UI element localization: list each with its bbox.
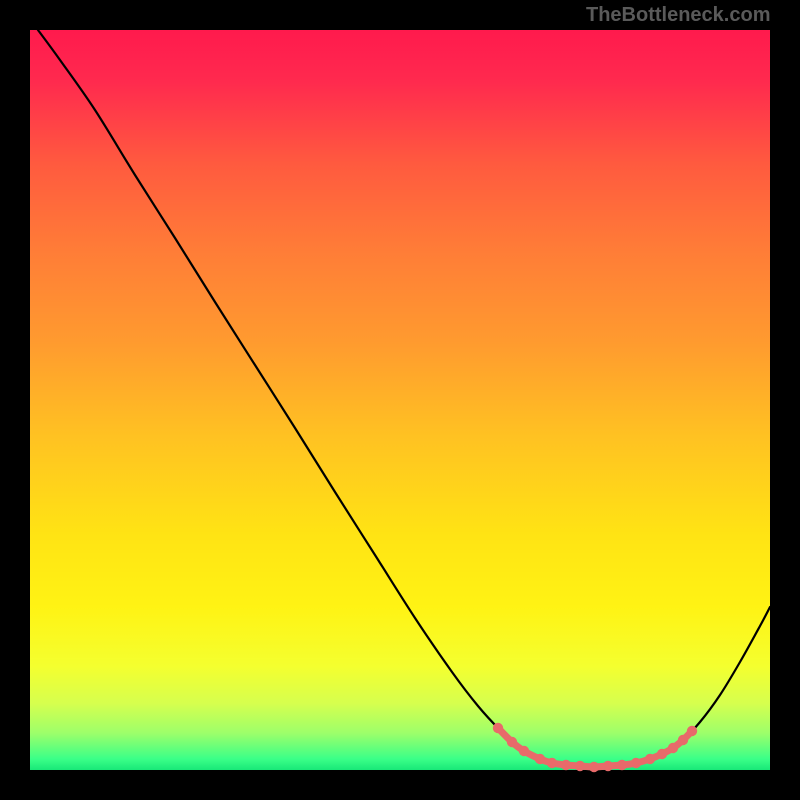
- optimal-marker: [519, 746, 529, 756]
- optimal-marker: [645, 754, 655, 764]
- plot-background: [30, 30, 770, 770]
- optimal-marker: [617, 760, 627, 770]
- optimal-marker: [507, 737, 517, 747]
- watermark-text: TheBottleneck.com: [586, 4, 770, 27]
- optimal-marker: [589, 762, 599, 772]
- optimal-marker: [493, 723, 503, 733]
- optimal-marker: [547, 758, 557, 768]
- optimal-marker: [535, 754, 545, 764]
- optimal-marker: [603, 761, 613, 771]
- optimal-marker: [575, 761, 585, 771]
- bottleneck-chart: [0, 0, 800, 800]
- optimal-marker: [678, 735, 688, 745]
- optimal-marker: [668, 743, 678, 753]
- optimal-marker: [631, 758, 641, 768]
- optimal-marker: [687, 726, 697, 736]
- optimal-marker: [657, 749, 667, 759]
- optimal-marker: [561, 760, 571, 770]
